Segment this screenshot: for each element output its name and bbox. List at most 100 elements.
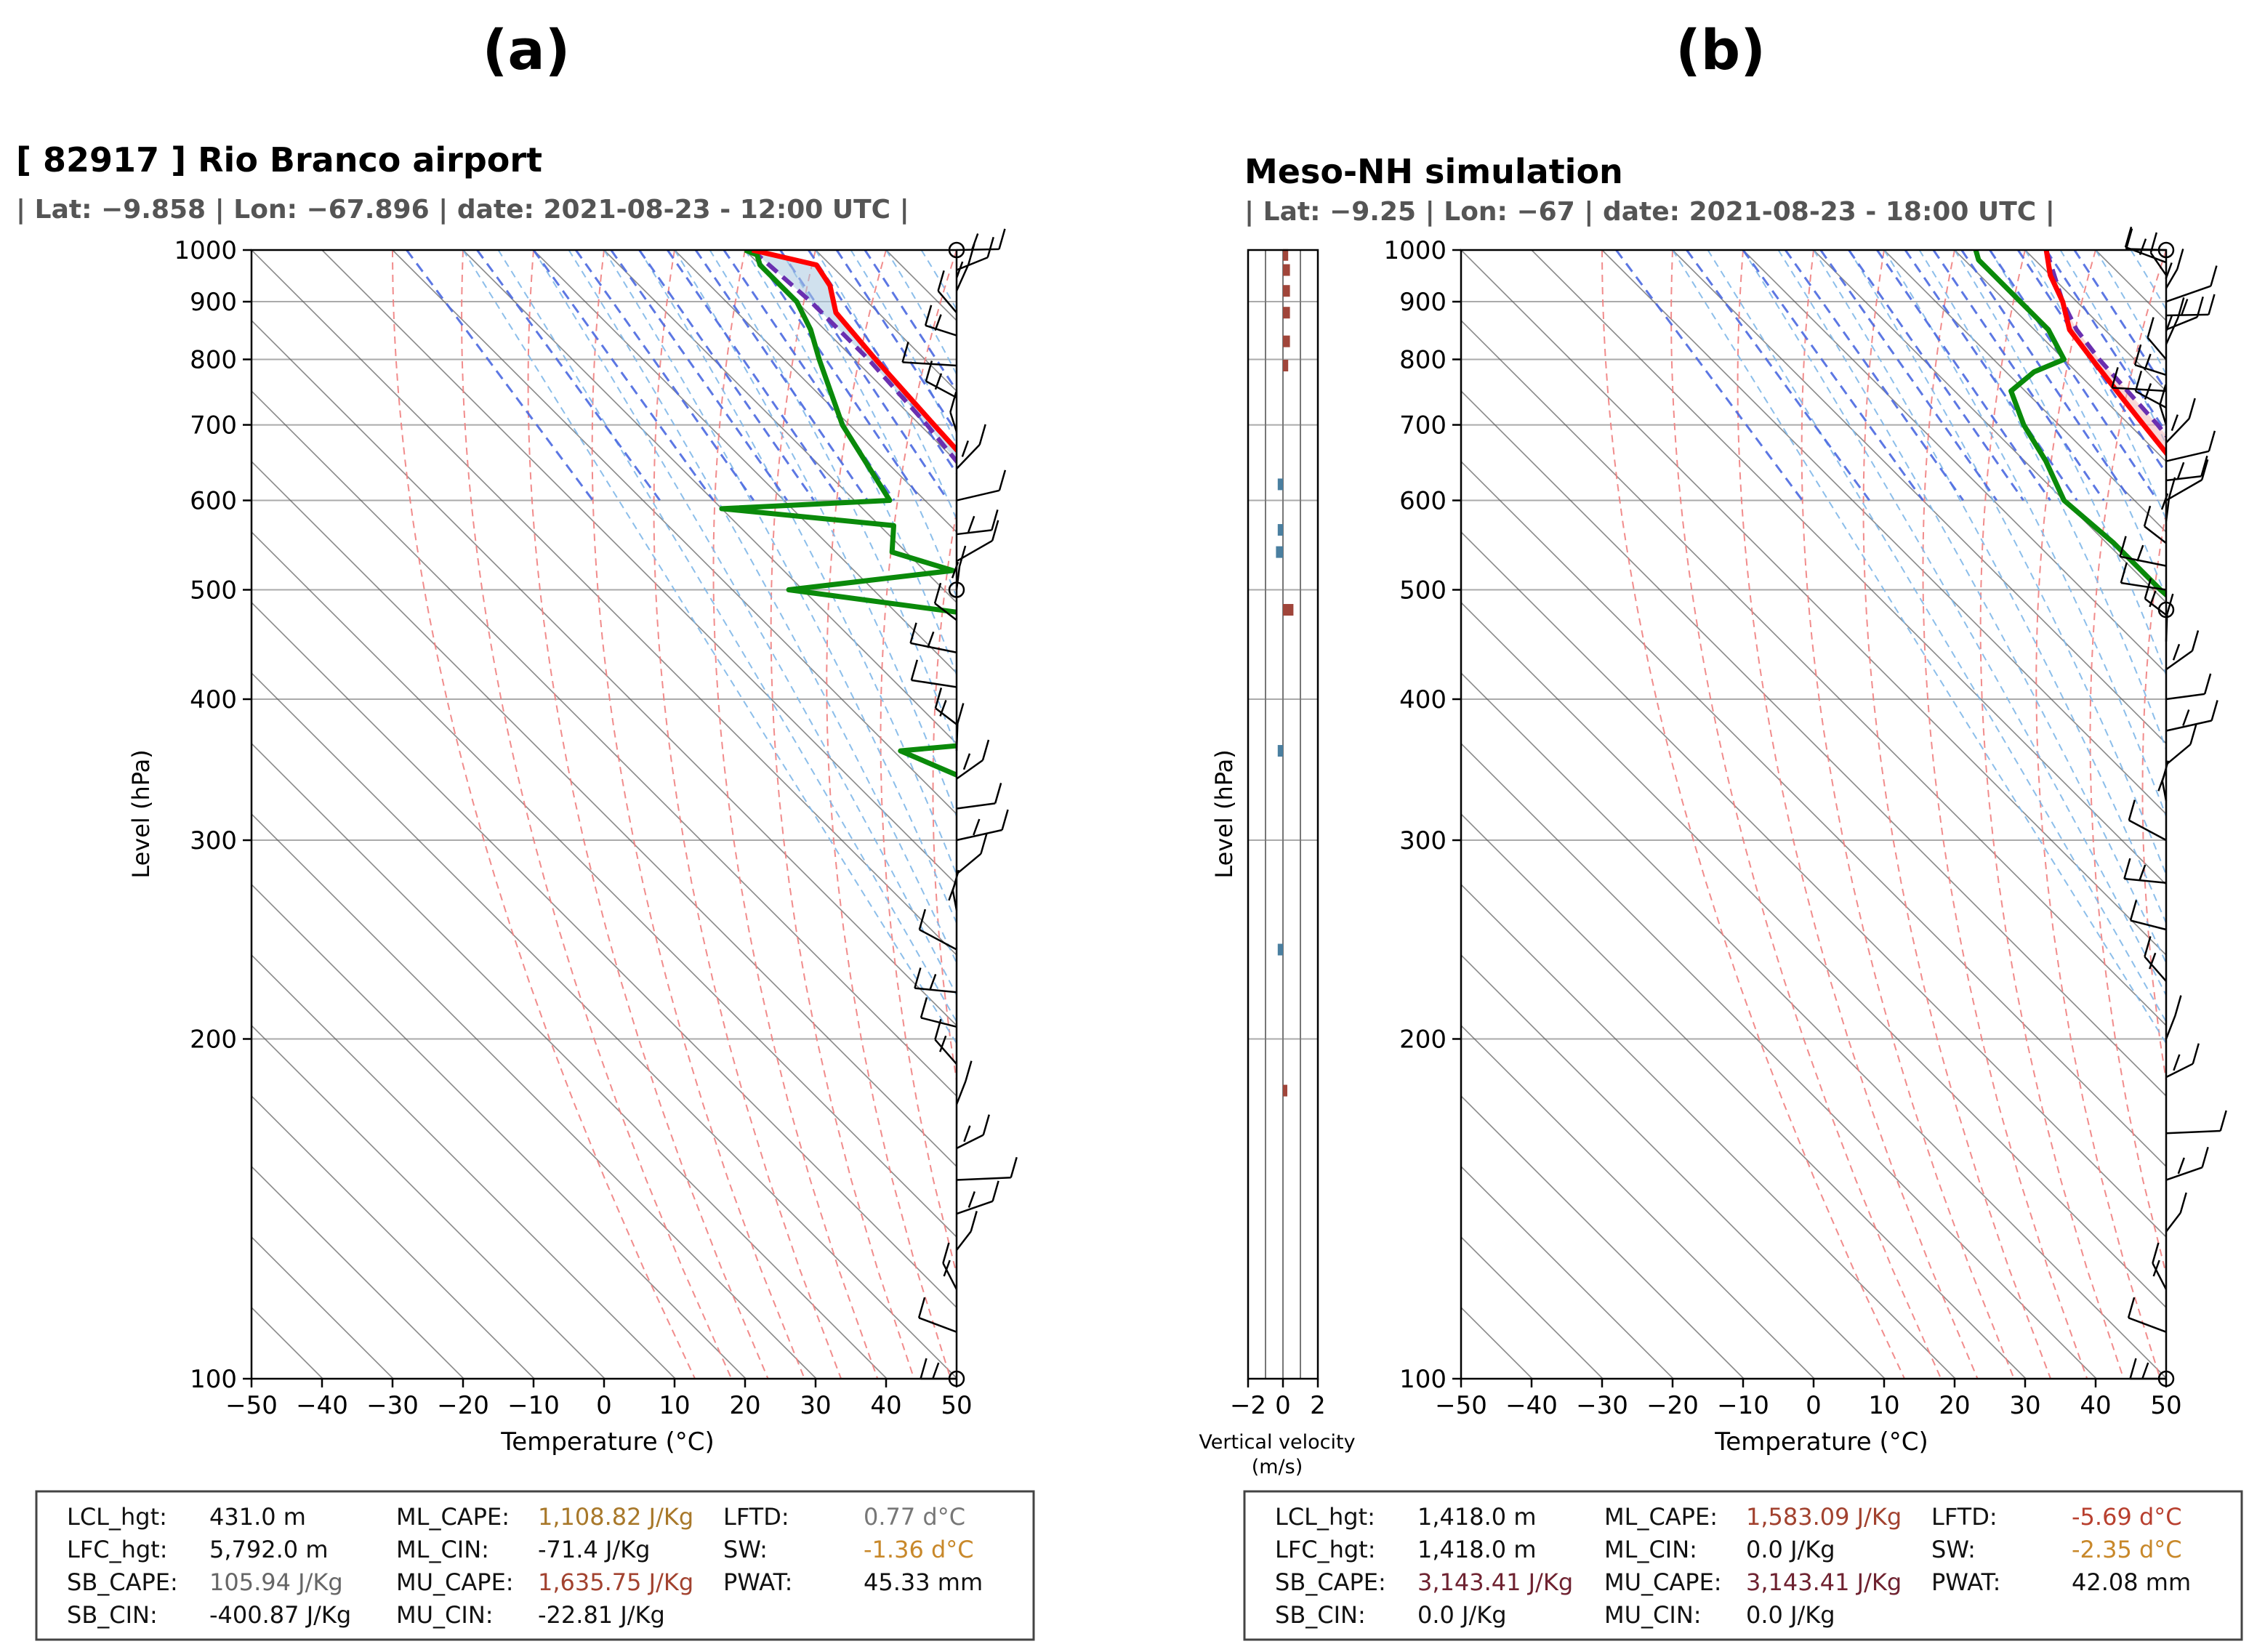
panel-b-xlabel: Temperature (°C)	[1714, 1427, 1928, 1456]
panel-b-stat-value-ml-cin: 0.0 J/Kg	[1746, 1536, 1835, 1563]
panel-b-vv-plot: −2 0 2	[1230, 249, 1326, 1420]
panel-b-isotherm	[1461, 319, 2166, 1027]
panel-b-wind-barb	[2120, 562, 2167, 591]
panel-b-wind-barb	[2129, 900, 2167, 931]
panel-b-moist-adiabat	[1848, 250, 2166, 877]
panel-a-y-tick-label: 400	[190, 685, 237, 714]
panel-a-wind-barb	[956, 509, 999, 536]
panel-b-dry-adiabat	[1922, 250, 2088, 1379]
panel-a-stat-value-lfc-hgt: 5,792.0 m	[209, 1536, 328, 1563]
panel-a-isotherm	[252, 1165, 464, 1379]
panel-a-wind-barb	[937, 270, 957, 314]
panel-b-stat-value-lfc-hgt: 1,418.0 m	[1417, 1536, 1536, 1563]
panel-b-x-tick-label: −30	[1576, 1391, 1628, 1420]
panel-b-isotherm	[1531, 250, 2166, 886]
panel-b-wind-barb	[2127, 1297, 2167, 1333]
panel-b-moist-adiabat	[1777, 250, 2166, 965]
panel-a-moist-adiabat	[533, 250, 957, 997]
panel-a-x-tick-label: −10	[507, 1391, 560, 1420]
panel-b-y-tick-label: 300	[1399, 826, 1447, 855]
panel-a-isotherm	[252, 531, 957, 1238]
panel-a-wind-barb	[956, 424, 986, 470]
panel-a-dewpoint-line	[719, 250, 957, 778]
panel-a-x-tick-label: 40	[870, 1391, 901, 1420]
panel-a-wind-barb	[955, 1060, 973, 1105]
vv-xlabel-line: (m/s)	[1252, 1456, 1303, 1478]
panel-b-stat-label-mu-cape: MU_CAPE:	[1604, 1568, 1722, 1596]
vv-xlabel: Vertical velocity (m/s)	[1199, 1431, 1355, 1478]
panel-a-moist-adiabat	[744, 250, 957, 677]
panel-a-stat-label-pwat: PWAT:	[723, 1568, 792, 1596]
panel-a-wind-barb	[956, 1211, 978, 1251]
panel-b-stat-label-sb-cape: SB_CAPE:	[1275, 1568, 1386, 1596]
panel-a-stat-label-sb-cin: SB_CIN:	[67, 1601, 158, 1629]
panel-a-dry-adiabat	[392, 250, 696, 1379]
panel-a-stat-value-ml-cin: -71.4 J/Kg	[538, 1536, 650, 1563]
panel-a-stat-value-sb-cin: -400.87 J/Kg	[209, 1601, 351, 1629]
panel-a-x-tick-label: 0	[596, 1391, 612, 1420]
panel-b-x-tick-label: −20	[1646, 1391, 1699, 1420]
panel-b-x-tick-label: 40	[2080, 1391, 2111, 1420]
panel-b-y-tick-label: 900	[1399, 288, 1447, 317]
panel-b-stat-label-lcl-hgt: LCL_hgt:	[1275, 1503, 1375, 1531]
panel-b-isotherm	[1672, 250, 2166, 745]
panel-b-stat-value-lcl-hgt: 1,418.0 m	[1417, 1503, 1536, 1531]
panel-a-wind-barb	[956, 1156, 1018, 1181]
panel-a-mixing-ratio-line	[406, 250, 594, 501]
panel-a-wind-barb	[956, 236, 994, 271]
panel-b-wind-barb	[2119, 536, 2167, 567]
panel-b-wind-barb	[2133, 344, 2167, 376]
vv-ylabel: Level (hPa)	[1210, 749, 1238, 878]
panel-b-stat-label-sb-cin: SB_CIN:	[1275, 1601, 1366, 1629]
vv-bar	[1277, 478, 1283, 491]
panel-b-dry-adiabat	[1670, 250, 1942, 1379]
panel-a-moist-adiabat	[709, 250, 957, 752]
panel-a-stat-label-sw: SW:	[723, 1536, 768, 1563]
vv-bar	[1277, 943, 1283, 956]
panel-a-x-tick-label: −30	[366, 1391, 419, 1420]
panel-b-y-tick-label: 1000	[1383, 236, 1447, 265]
panel-a-wind-barb	[901, 342, 957, 367]
panel-a-mixing-ratio-line	[751, 250, 922, 501]
panel-b-isotherm	[1742, 250, 2166, 674]
panel-b-wind-barb	[2159, 384, 2168, 425]
panel-a-x-tick-label: −20	[437, 1391, 489, 1420]
panel-a-dry-adiabat	[461, 250, 733, 1379]
panel-b-wind-barb	[2165, 723, 2197, 766]
panel-a-isotherm	[252, 460, 957, 1168]
vv-bar	[1277, 524, 1283, 536]
vv-bar	[1283, 1084, 1287, 1097]
panel-a-dry-adiabat	[591, 250, 805, 1379]
panel-a-isotherm	[252, 390, 957, 1097]
panel-a-mixing-ratio-line	[610, 250, 789, 501]
panel-b-cape-cin-fill	[2046, 250, 2166, 454]
panel-a-y-tick-label: 300	[190, 826, 237, 855]
panel-a-isotherm	[252, 883, 747, 1379]
vv-x-tick-label: 0	[1275, 1391, 1291, 1420]
panel-b-mixing-ratio-line	[1819, 250, 1998, 501]
panel-b-stat-value-ml-cape: 1,583.09 J/Kg	[1746, 1503, 1902, 1531]
panel-b-mixing-ratio-line	[1904, 250, 2078, 501]
panel-a-isotherm	[252, 319, 957, 1027]
panel-a-x-tick-label: −50	[225, 1391, 278, 1420]
panel-a-subtitle: | Lat: −9.858 | Lon: −67.896 | date: 202…	[16, 195, 909, 225]
panel-b-isotherm	[1461, 601, 2166, 1309]
panel-a-y-tick-label: 600	[190, 487, 237, 516]
panel-b-wind-barb	[2144, 936, 2167, 982]
panel-b-moist-adiabat	[1954, 250, 2166, 677]
panel-b-x-tick-label: −50	[1435, 1391, 1487, 1420]
panel-b-wind-barb	[2165, 459, 2209, 501]
panel-b-wind-barb	[2165, 296, 2204, 331]
panel-a-isotherm	[252, 1095, 535, 1379]
panel-b-stat-value-sw: -2.35 d°C	[2072, 1536, 2182, 1563]
panel-b-x-tick-label: 10	[1868, 1391, 1899, 1420]
panel-b-x-tick-label: 20	[1939, 1391, 1970, 1420]
panel-a-isotherm	[252, 601, 957, 1309]
panel-b-stat-label-pwat: PWAT:	[1931, 1568, 2000, 1596]
panel-a-wind-barb	[956, 470, 1007, 501]
panel-b-wind-barb	[2143, 505, 2167, 544]
panel-a-wind-barb	[956, 809, 1009, 842]
panel-a-isotherm	[674, 250, 957, 533]
vv-bar	[1277, 745, 1283, 757]
